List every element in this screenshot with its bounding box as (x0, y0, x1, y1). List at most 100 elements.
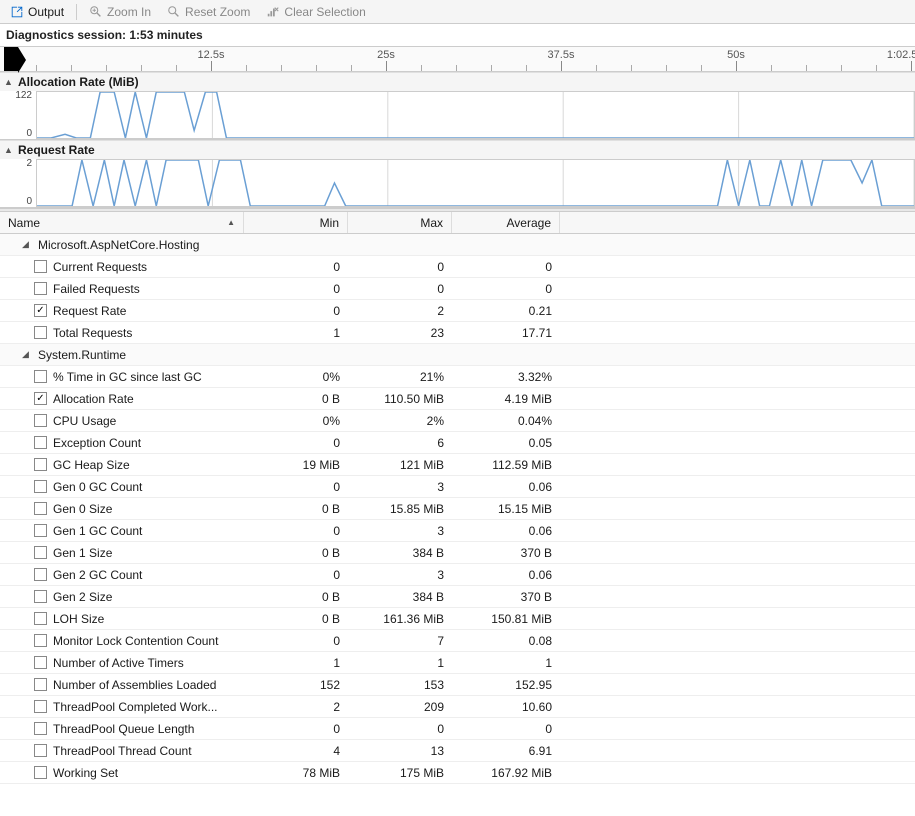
column-header-average[interactable]: Average (452, 212, 560, 233)
zoom-in-icon (89, 5, 103, 19)
counter-checkbox[interactable] (34, 678, 47, 691)
counter-checkbox[interactable] (34, 502, 47, 515)
counter-checkbox[interactable] (34, 590, 47, 603)
chart-line (37, 160, 914, 206)
ruler-tick (631, 65, 632, 71)
ruler-tick (351, 65, 352, 71)
counter-name: Exception Count (53, 436, 141, 450)
column-header-min[interactable]: Min (244, 212, 348, 233)
counter-checkbox[interactable] (34, 414, 47, 427)
counter-checkbox[interactable] (34, 524, 47, 537)
expand-icon: ◢ (22, 349, 32, 360)
counter-row[interactable]: Current Requests000 (0, 256, 915, 278)
counter-row[interactable]: Failed Requests000 (0, 278, 915, 300)
counter-max: 0 (348, 282, 452, 296)
counter-min: 1 (244, 326, 348, 340)
reset-zoom-button[interactable]: Reset Zoom (161, 3, 256, 21)
counter-max: 161.36 MiB (348, 612, 452, 626)
counter-max: 2% (348, 414, 452, 428)
counter-row[interactable]: ThreadPool Completed Work...220910.60 (0, 696, 915, 718)
counter-max: 0 (348, 260, 452, 274)
sort-indicator-icon: ▲ (227, 218, 235, 227)
counter-row[interactable]: Monitor Lock Contention Count070.08 (0, 630, 915, 652)
counter-max: 175 MiB (348, 766, 452, 780)
counter-checkbox[interactable] (34, 656, 47, 669)
counter-row[interactable]: CPU Usage0%2%0.04% (0, 410, 915, 432)
counter-checkbox[interactable] (34, 700, 47, 713)
chart-plot[interactable] (36, 91, 915, 139)
ruler-tick (211, 61, 212, 71)
counter-row[interactable]: LOH Size0 B161.36 MiB150.81 MiB (0, 608, 915, 630)
counter-row[interactable]: Allocation Rate0 B110.50 MiB4.19 MiB (0, 388, 915, 410)
counter-name: Request Rate (53, 304, 126, 318)
counter-checkbox[interactable] (34, 458, 47, 471)
counter-row[interactable]: Gen 2 Size0 B384 B370 B (0, 586, 915, 608)
chart-body[interactable]: 02 (0, 159, 915, 207)
counter-min: 0 (244, 722, 348, 736)
column-header-max[interactable]: Max (348, 212, 452, 233)
counter-min: 1 (244, 656, 348, 670)
counter-row[interactable]: Gen 0 GC Count030.06 (0, 476, 915, 498)
counter-checkbox[interactable] (34, 370, 47, 383)
chart-yaxis: 0122 (0, 91, 36, 139)
counter-checkbox[interactable] (34, 392, 47, 405)
counter-row[interactable]: Gen 1 GC Count030.06 (0, 520, 915, 542)
ruler-label: 25s (377, 49, 395, 61)
chart-ylabel: 0 (26, 128, 32, 139)
counter-row[interactable]: Total Requests12317.71 (0, 322, 915, 344)
counter-avg: 3.32% (452, 370, 560, 384)
counter-row[interactable]: ThreadPool Queue Length000 (0, 718, 915, 740)
column-header-average-label: Average (507, 216, 551, 230)
ruler-tick (421, 65, 422, 71)
chart-section: ▲Allocation Rate (MiB)0122 (0, 72, 915, 140)
chart-plot[interactable] (36, 159, 915, 207)
counter-checkbox[interactable] (34, 436, 47, 449)
counter-name: Gen 0 Size (53, 502, 112, 516)
counter-row[interactable]: Gen 2 GC Count030.06 (0, 564, 915, 586)
counter-row[interactable]: Request Rate020.21 (0, 300, 915, 322)
zoom-in-button[interactable]: Zoom In (83, 3, 157, 21)
counter-row[interactable]: % Time in GC since last GC0%21%3.32% (0, 366, 915, 388)
session-label: Diagnostics session: 1:53 minutes (0, 24, 915, 46)
counter-checkbox[interactable] (34, 612, 47, 625)
counter-row[interactable]: GC Heap Size19 MiB121 MiB112.59 MiB (0, 454, 915, 476)
group-row[interactable]: ◢Microsoft.AspNetCore.Hosting (0, 234, 915, 256)
counter-min: 0 (244, 304, 348, 318)
counter-name: Working Set (53, 766, 118, 780)
counter-max: 3 (348, 480, 452, 494)
chart-header[interactable]: ▲Allocation Rate (MiB) (0, 72, 915, 91)
counter-avg: 0.05 (452, 436, 560, 450)
counter-row[interactable]: ThreadPool Thread Count4136.91 (0, 740, 915, 762)
timeline-ruler[interactable]: 12.5s25s37.5s50s1:02.5min (0, 46, 915, 72)
chart-body[interactable]: 0122 (0, 91, 915, 139)
counter-checkbox[interactable] (34, 722, 47, 735)
counter-row[interactable]: Gen 0 Size0 B15.85 MiB15.15 MiB (0, 498, 915, 520)
counter-checkbox[interactable] (34, 568, 47, 581)
counter-checkbox[interactable] (34, 744, 47, 757)
output-button[interactable]: Output (4, 3, 70, 21)
counter-checkbox[interactable] (34, 326, 47, 339)
counter-row[interactable]: Working Set78 MiB175 MiB167.92 MiB (0, 762, 915, 784)
counter-checkbox[interactable] (34, 260, 47, 273)
counter-checkbox[interactable] (34, 766, 47, 779)
counter-checkbox[interactable] (34, 480, 47, 493)
counter-checkbox[interactable] (34, 304, 47, 317)
counter-checkbox[interactable] (34, 546, 47, 559)
chart-header[interactable]: ▲Request Rate (0, 140, 915, 159)
ruler-tick (876, 65, 877, 71)
counter-avg: 4.19 MiB (452, 392, 560, 406)
counter-row[interactable]: Exception Count060.05 (0, 432, 915, 454)
ruler-tick (71, 65, 72, 71)
counter-row[interactable]: Number of Active Timers111 (0, 652, 915, 674)
counter-row[interactable]: Gen 1 Size0 B384 B370 B (0, 542, 915, 564)
counter-checkbox[interactable] (34, 282, 47, 295)
clear-selection-button[interactable]: Clear Selection (260, 3, 371, 21)
column-header-name[interactable]: Name ▲ (0, 212, 244, 233)
ruler-tick (141, 65, 142, 71)
ruler-tick (386, 61, 387, 71)
counter-max: 0 (348, 722, 452, 736)
counter-checkbox[interactable] (34, 634, 47, 647)
counter-row[interactable]: Number of Assemblies Loaded152153152.95 (0, 674, 915, 696)
counter-name: ThreadPool Completed Work... (53, 700, 218, 714)
group-row[interactable]: ◢System.Runtime (0, 344, 915, 366)
